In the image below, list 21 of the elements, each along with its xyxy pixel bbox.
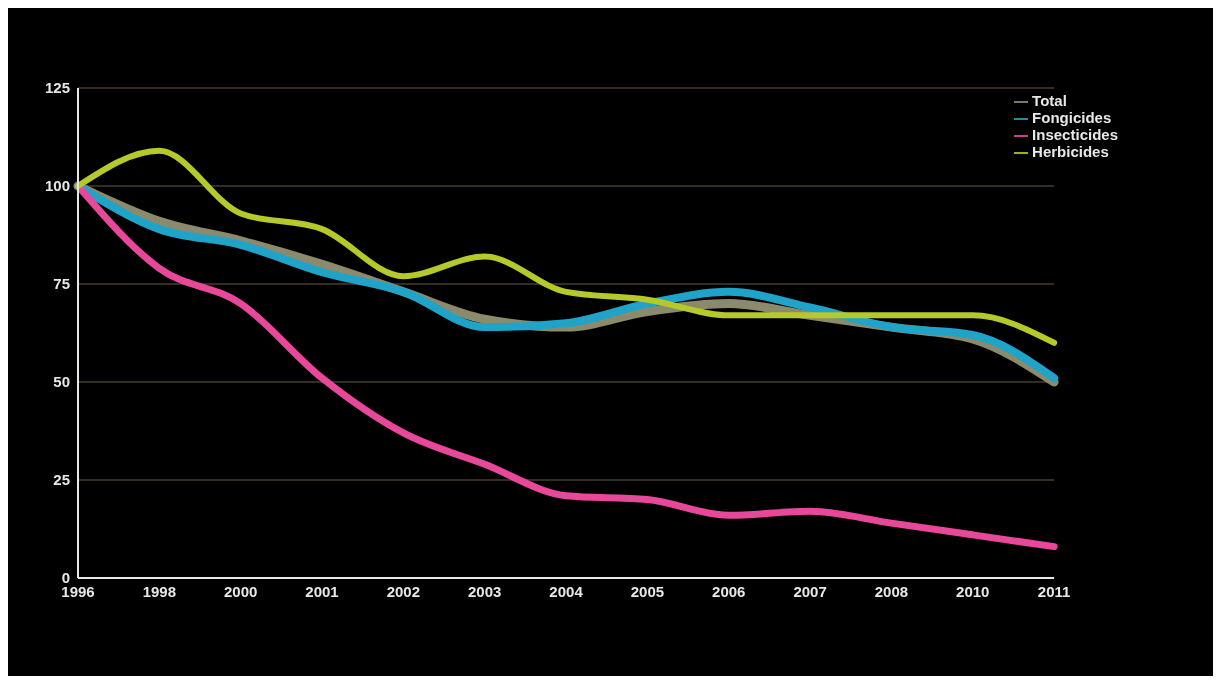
legend-label: Total [1032,92,1067,109]
x-tick-label: 2003 [468,582,502,600]
y-tick-label: 125 [44,79,70,97]
x-tick-label: 2002 [386,582,421,600]
x-tick-label: 2005 [630,582,665,600]
x-tick-label: 2010 [956,582,990,600]
y-tick-label: 25 [53,471,70,489]
y-tick-label: 50 [53,373,70,391]
y-tick-label: 100 [44,177,70,195]
x-tick-label: 2004 [549,582,584,600]
x-tick-label: 2000 [224,582,258,600]
x-tick-label: 2008 [874,582,909,600]
x-tick-label: 2007 [793,582,827,600]
y-tick-label: 75 [53,275,70,293]
x-tick-label: 2001 [305,582,339,600]
legend-label: Fongicides [1032,109,1112,127]
x-tick-label: 2006 [712,582,746,600]
legend-label: Herbicides [1032,143,1109,161]
x-tick-label: 2011 [1037,582,1071,600]
x-tick-label: 1998 [142,582,177,600]
legend-label: Insecticides [1032,126,1118,144]
